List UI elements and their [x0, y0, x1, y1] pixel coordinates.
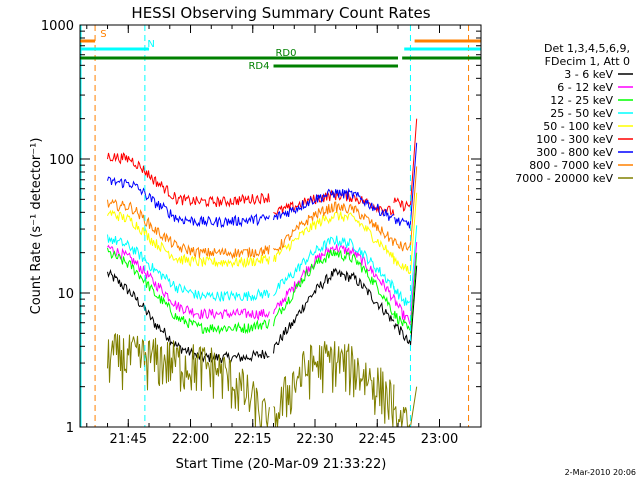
series-line — [273, 249, 395, 327]
legend-label: 50 - 100 keV — [543, 120, 613, 133]
legend-header: Det 1,3,4,5,6,9, — [544, 42, 630, 55]
series-group — [107, 118, 418, 217]
series-group — [107, 142, 418, 229]
series-line — [273, 267, 395, 354]
series-line — [393, 256, 411, 275]
legend-label: 12 - 25 keV — [550, 94, 613, 107]
status-bar-layer: S N RD0 RD4 — [80, 29, 481, 72]
legend-label: 100 - 300 keV — [536, 133, 613, 146]
series-spike — [409, 252, 418, 334]
legend-label: 6 - 12 keV — [557, 81, 613, 94]
series-group — [107, 247, 418, 335]
plot-frame — [79, 24, 482, 428]
y-tick-label: 100 — [49, 153, 74, 168]
series-line — [393, 286, 411, 306]
series-line — [273, 235, 395, 297]
series-spike — [409, 225, 418, 307]
legend-label: 300 - 800 keV — [536, 146, 613, 159]
series-line — [393, 237, 411, 252]
legend-label: 800 - 7000 keV — [529, 159, 613, 172]
x-tick-label: 22:45 — [359, 432, 396, 447]
axes-layer: 21:45 22:00 22:15 22:30 22:45 23:00 1 10 100 1000 — [41, 19, 482, 447]
x-tick-label: 21:45 — [110, 432, 147, 447]
y-tick-label: 1 — [66, 421, 74, 436]
series-line — [393, 294, 411, 326]
x-tick-label: 22:30 — [296, 432, 333, 447]
series-line — [107, 176, 270, 229]
status-bar-label: N — [147, 39, 154, 50]
series-line — [393, 310, 411, 331]
vline-layer — [80, 25, 470, 427]
legend-header: FDecim 1, Att 0 — [545, 55, 630, 68]
series-layer — [107, 118, 418, 428]
series-spike — [409, 118, 418, 206]
series-line — [393, 217, 411, 229]
legend-label: 7000 - 20000 keV — [515, 172, 613, 185]
x-axis-label: Start Time (20-Mar-09 21:33:22) — [176, 457, 387, 472]
y-axis-label: Count Rate (s⁻¹ detector⁻¹) — [29, 138, 44, 315]
series-line — [273, 211, 395, 265]
footer-date: 2-Mar-2010 20:06 — [565, 468, 636, 477]
series-line — [393, 406, 411, 428]
series-line — [107, 247, 270, 335]
series-group — [107, 192, 418, 275]
series-line — [273, 201, 395, 252]
series-line — [107, 152, 270, 208]
status-bar-label: RD0 — [275, 48, 296, 59]
series-line — [393, 322, 411, 345]
series-line — [273, 244, 395, 315]
series-group — [107, 332, 418, 428]
x-tick-label: 23:00 — [421, 432, 458, 447]
series-spike — [409, 192, 418, 274]
series-line — [107, 268, 270, 365]
series-line — [273, 187, 395, 221]
series-line — [393, 197, 411, 212]
series-line — [107, 198, 270, 260]
y-tick-label: 10 — [57, 287, 74, 302]
x-tick-label: 22:00 — [172, 432, 209, 447]
legend-label: 25 - 50 keV — [550, 107, 613, 120]
series-spike — [409, 142, 418, 224]
y-tick-label: 1000 — [41, 19, 74, 34]
legend-label: 3 - 6 keV — [564, 68, 613, 81]
series-group — [107, 225, 418, 307]
series-group — [107, 265, 418, 365]
series-spike — [409, 166, 418, 248]
series-line — [273, 341, 395, 428]
series-spike — [409, 242, 418, 323]
status-bar-label: S — [100, 29, 106, 40]
series-line — [107, 244, 270, 321]
x-tick-label: 22:15 — [234, 432, 271, 447]
series-spike — [409, 265, 418, 347]
series-line — [107, 209, 270, 269]
chart-title: HESSI Observing Summary Count Rates — [131, 4, 430, 22]
legend: Det 1,3,4,5,6,9,FDecim 1, Att 03 - 6 keV… — [515, 42, 633, 185]
series-group — [107, 166, 418, 260]
series-line — [107, 234, 270, 302]
series-line — [107, 332, 270, 428]
series-spike — [409, 386, 418, 428]
status-bar-label: RD4 — [248, 61, 269, 72]
